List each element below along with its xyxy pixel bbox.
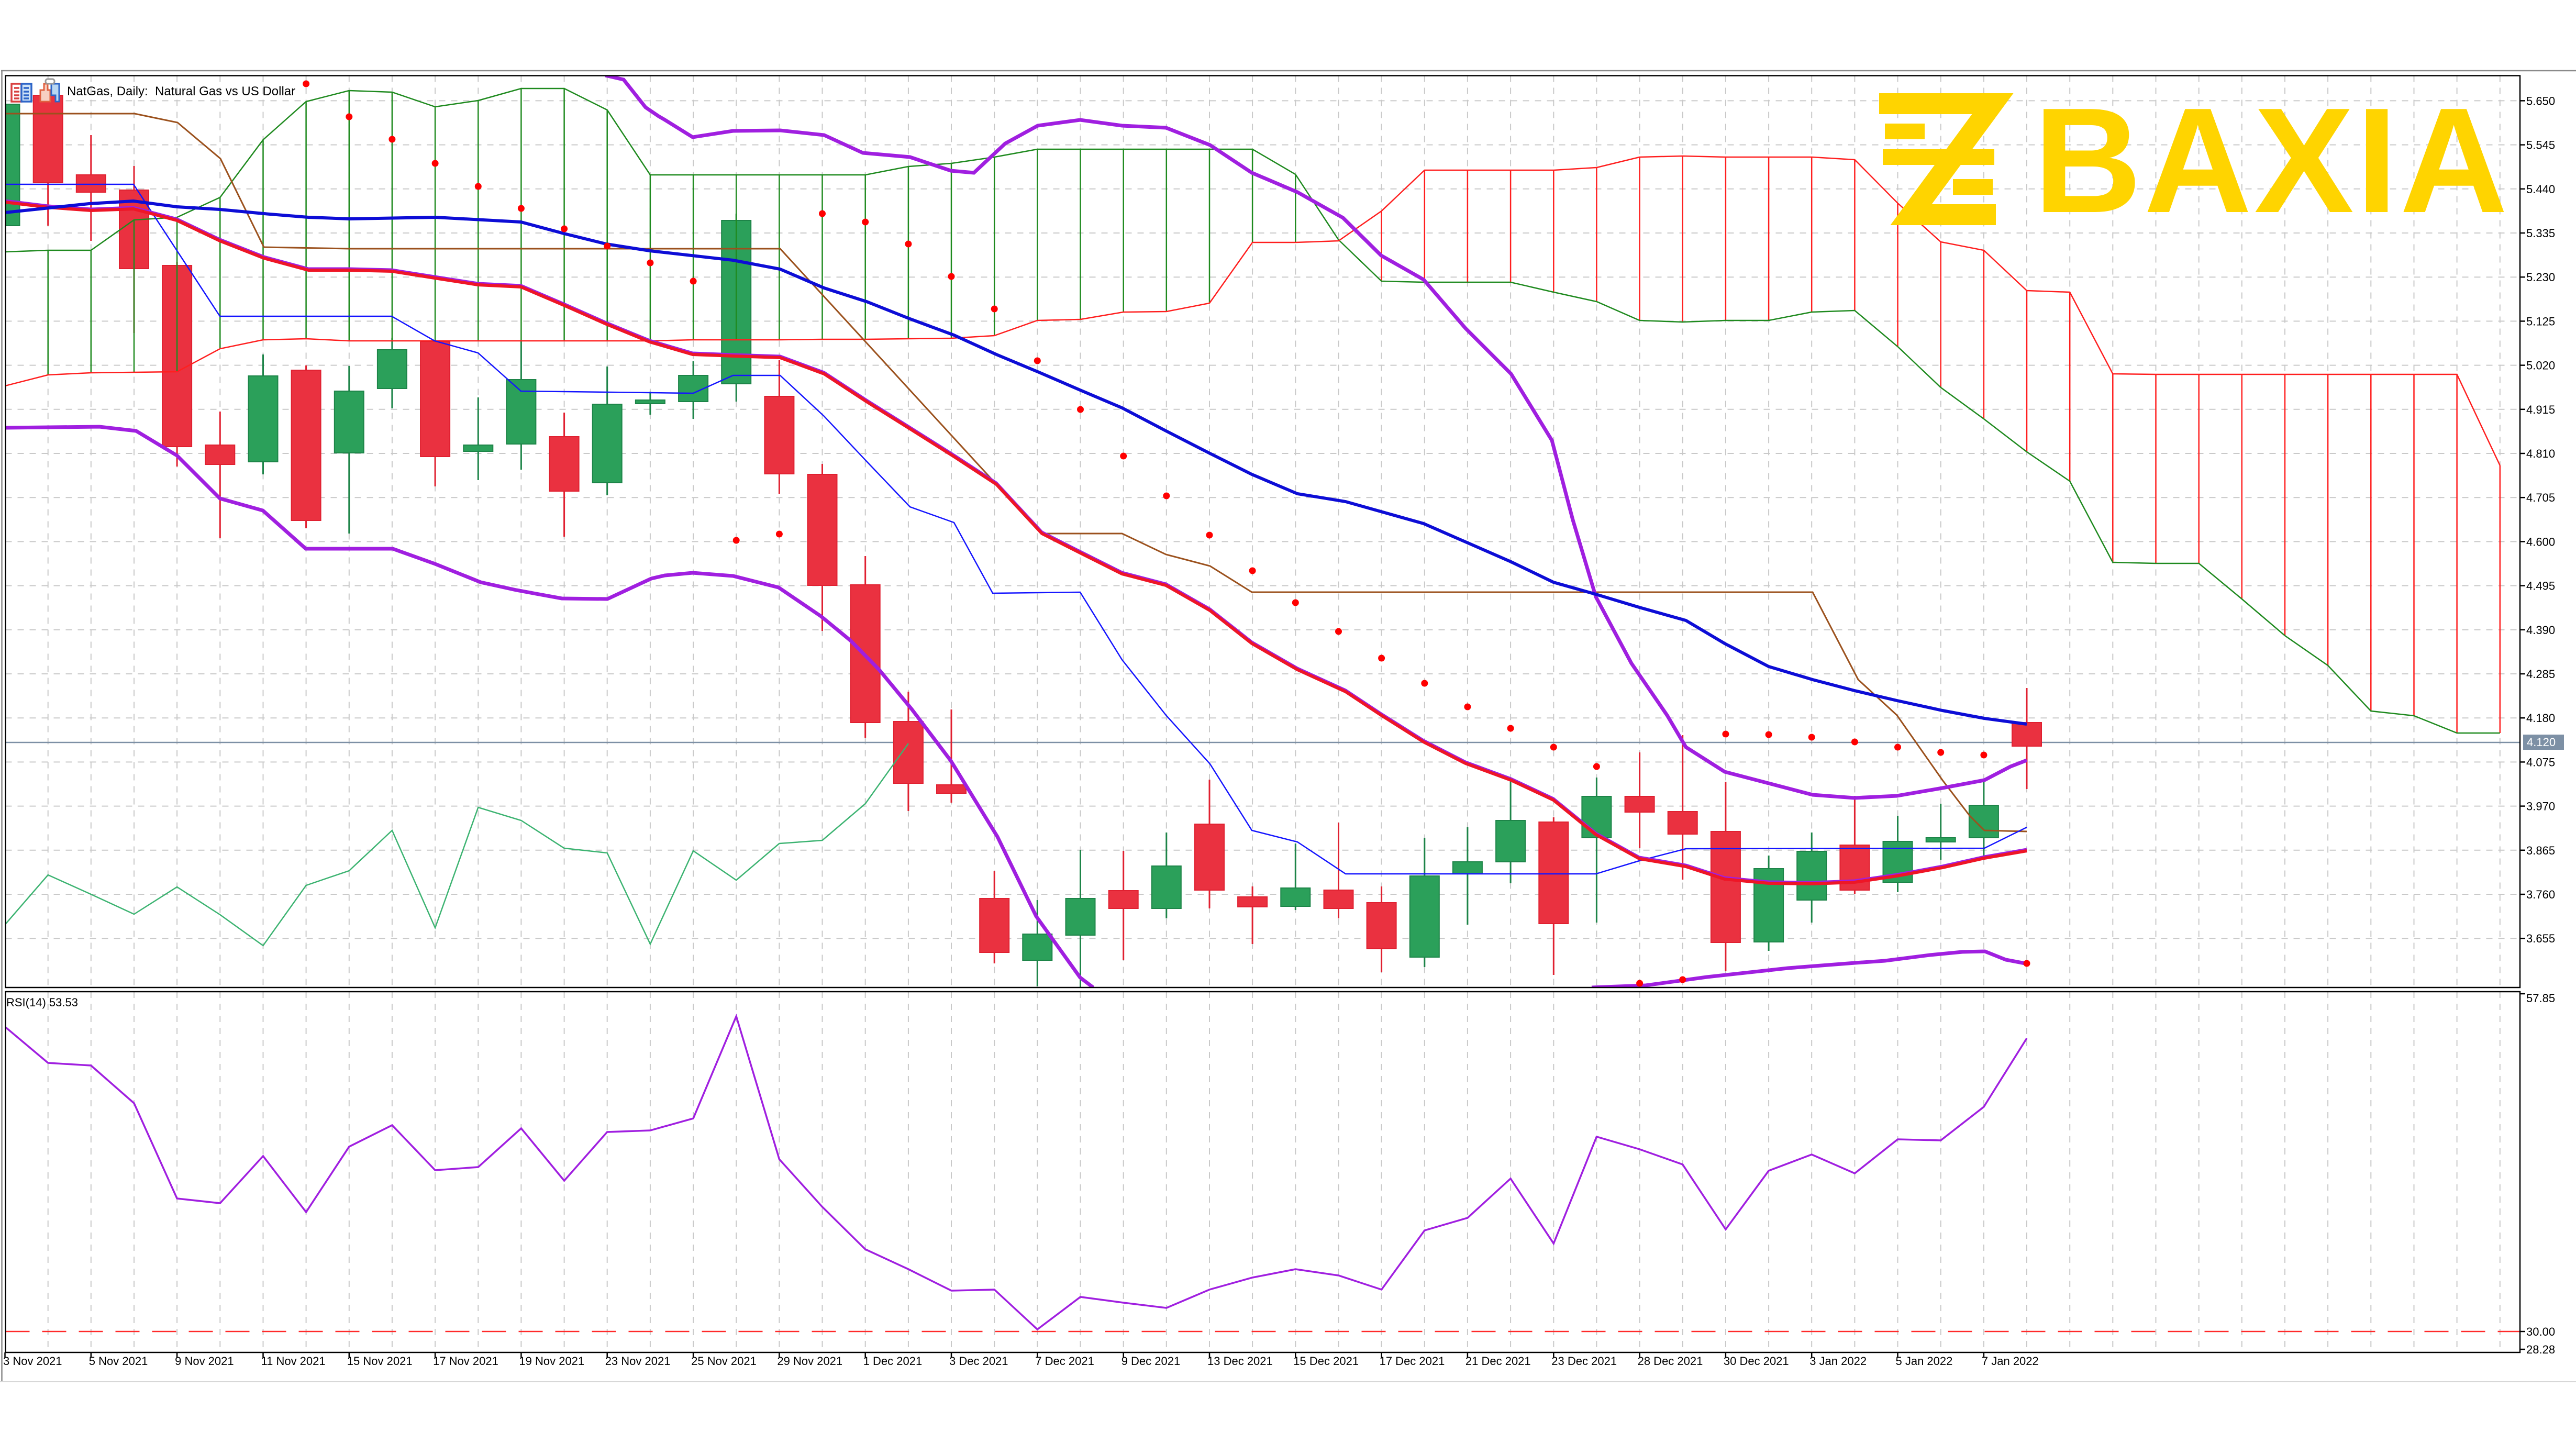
svg-text:29 Nov 2021: 29 Nov 2021 (777, 1355, 842, 1368)
svg-text:17 Nov 2021: 17 Nov 2021 (433, 1355, 498, 1368)
svg-text:3.760: 3.760 (2526, 888, 2555, 901)
svg-text:3.655: 3.655 (2526, 932, 2555, 945)
svg-text:15 Nov 2021: 15 Nov 2021 (347, 1355, 413, 1368)
svg-text:3 Dec 2021: 3 Dec 2021 (949, 1355, 1008, 1368)
svg-text:4.810: 4.810 (2526, 447, 2555, 460)
svg-text:25 Nov 2021: 25 Nov 2021 (691, 1355, 757, 1368)
svg-text:7 Dec 2021: 7 Dec 2021 (1035, 1355, 1094, 1368)
svg-text:9 Dec 2021: 9 Dec 2021 (1122, 1355, 1181, 1368)
svg-text:4.285: 4.285 (2526, 668, 2555, 681)
svg-text:5 Jan 2022: 5 Jan 2022 (1896, 1355, 1953, 1368)
svg-text:4.180: 4.180 (2526, 712, 2555, 725)
svg-text:5 Nov 2021: 5 Nov 2021 (89, 1355, 148, 1368)
svg-text:3 Nov 2021: 3 Nov 2021 (3, 1355, 62, 1368)
svg-text:28.28: 28.28 (2526, 1343, 2555, 1356)
svg-text:5.440: 5.440 (2526, 183, 2555, 196)
svg-text:4.495: 4.495 (2526, 580, 2555, 593)
svg-text:4.600: 4.600 (2526, 535, 2555, 548)
svg-text:21 Dec 2021: 21 Dec 2021 (1465, 1355, 1531, 1368)
svg-text:1 Dec 2021: 1 Dec 2021 (863, 1355, 923, 1368)
svg-text:23 Dec 2021: 23 Dec 2021 (1551, 1355, 1617, 1368)
svg-text:13 Dec 2021: 13 Dec 2021 (1207, 1355, 1273, 1368)
svg-text:4.120: 4.120 (2527, 736, 2556, 749)
svg-text:4.915: 4.915 (2526, 403, 2555, 416)
svg-text:3.865: 3.865 (2526, 844, 2555, 857)
svg-text:NatGas, Daily: Natural Gas vs: NatGas, Daily: Natural Gas vs US Dollar (67, 84, 295, 98)
svg-text:4.705: 4.705 (2526, 491, 2555, 504)
svg-text:30 Dec 2021: 30 Dec 2021 (1724, 1355, 1789, 1368)
svg-text:3 Jan 2022: 3 Jan 2022 (1809, 1355, 1867, 1368)
svg-text:28 Dec 2021: 28 Dec 2021 (1638, 1355, 1703, 1368)
svg-text:9 Nov 2021: 9 Nov 2021 (175, 1355, 234, 1368)
svg-text:30.00: 30.00 (2526, 1325, 2555, 1338)
svg-text:5.230: 5.230 (2526, 271, 2555, 284)
svg-text:17 Dec 2021: 17 Dec 2021 (1380, 1355, 1445, 1368)
svg-text:RSI(14) 53.53: RSI(14) 53.53 (6, 996, 78, 1009)
svg-text:BAXIA: BAXIA (2034, 76, 2510, 244)
svg-text:5.125: 5.125 (2526, 315, 2555, 328)
svg-text:57.85: 57.85 (2526, 992, 2555, 1005)
svg-text:11 Nov 2021: 11 Nov 2021 (261, 1355, 326, 1368)
svg-text:23 Nov 2021: 23 Nov 2021 (605, 1355, 671, 1368)
svg-text:7 Jan 2022: 7 Jan 2022 (1982, 1355, 2039, 1368)
svg-text:5.545: 5.545 (2526, 139, 2555, 152)
svg-text:3.970: 3.970 (2526, 800, 2555, 813)
svg-text:19 Nov 2021: 19 Nov 2021 (519, 1355, 584, 1368)
svg-text:5.650: 5.650 (2526, 94, 2555, 107)
svg-text:15 Dec 2021: 15 Dec 2021 (1293, 1355, 1359, 1368)
svg-text:4.390: 4.390 (2526, 624, 2555, 637)
svg-text:4.075: 4.075 (2526, 756, 2555, 769)
svg-text:5.020: 5.020 (2526, 359, 2555, 372)
svg-text:5.335: 5.335 (2526, 227, 2555, 240)
